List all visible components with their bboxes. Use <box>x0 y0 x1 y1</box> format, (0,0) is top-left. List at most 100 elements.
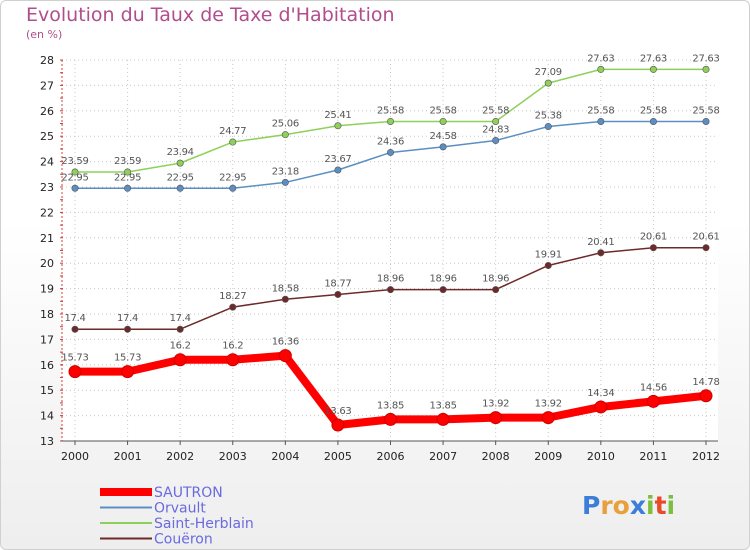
data-label-sautron: 14.78 <box>692 377 719 388</box>
data-label-orvault: 25.38 <box>535 111 562 122</box>
data-label-orvault: 22.95 <box>61 172 88 183</box>
data-label-sautron: 16.36 <box>272 337 299 348</box>
data-point-orvault <box>544 123 552 131</box>
data-label-orvault: 24.58 <box>430 131 457 142</box>
data-point-saint-herblain <box>492 117 500 125</box>
data-point-saint-herblain <box>334 122 342 130</box>
x-tick-label: 2010 <box>587 450 615 463</box>
legend-label: Couëron <box>154 532 213 548</box>
data-point-orvault <box>281 178 289 186</box>
data-point-cou-ron <box>386 286 394 294</box>
data-point-orvault <box>229 184 237 192</box>
data-label-cou-ron: 18.96 <box>377 274 404 285</box>
x-tick-label: 2006 <box>377 450 405 463</box>
data-point-saint-herblain <box>544 79 552 87</box>
data-point-sautron <box>173 353 187 367</box>
data-label-cou-ron: 20.41 <box>587 237 614 248</box>
data-point-saint-herblain <box>229 138 237 146</box>
data-point-orvault <box>649 117 657 125</box>
data-label-saint-herblain: 27.63 <box>640 53 667 64</box>
x-tick-label: 2008 <box>482 450 510 463</box>
data-point-sautron <box>278 349 292 363</box>
data-point-cou-ron <box>176 325 184 333</box>
data-point-cou-ron <box>597 249 605 257</box>
data-point-sautron <box>68 365 82 379</box>
y-tick-label: 17 <box>40 333 54 346</box>
data-label-sautron: 13.85 <box>430 400 457 411</box>
data-point-orvault <box>124 184 132 192</box>
data-point-cou-ron <box>124 325 132 333</box>
data-label-orvault: 23.18 <box>272 166 299 177</box>
data-point-orvault <box>492 137 500 145</box>
data-label-saint-herblain: 25.58 <box>482 105 509 116</box>
data-label-cou-ron: 20.61 <box>692 232 719 243</box>
data-label-orvault: 22.95 <box>114 172 141 183</box>
data-label-orvault: 25.58 <box>692 105 719 116</box>
data-point-sautron <box>436 412 450 426</box>
legend-label: SAUTRON <box>154 485 223 501</box>
data-label-saint-herblain: 24.77 <box>219 126 246 137</box>
data-point-cou-ron <box>229 303 237 311</box>
data-point-saint-herblain <box>71 168 79 176</box>
data-label-orvault: 24.83 <box>482 125 509 136</box>
data-point-orvault <box>334 166 342 174</box>
data-label-saint-herblain: 25.58 <box>377 105 404 116</box>
data-point-cou-ron <box>492 286 500 294</box>
data-label-saint-herblain: 23.94 <box>167 147 194 158</box>
logo-letter: x <box>629 491 646 520</box>
data-point-orvault <box>71 184 79 192</box>
data-point-saint-herblain <box>124 168 132 176</box>
data-point-orvault <box>597 117 605 125</box>
y-tick-label: 18 <box>40 308 54 321</box>
data-point-saint-herblain <box>281 131 289 139</box>
logo-letter: r <box>600 491 613 520</box>
data-point-sautron <box>384 412 397 426</box>
data-label-sautron: 15.73 <box>114 353 141 364</box>
data-point-sautron <box>699 389 713 403</box>
data-point-sautron <box>331 418 345 432</box>
x-tick-label: 2003 <box>219 450 247 463</box>
data-label-sautron: 16.2 <box>222 341 243 352</box>
data-label-orvault: 25.58 <box>587 105 614 116</box>
legend-label: Orvault <box>154 501 206 517</box>
data-point-orvault <box>386 148 394 156</box>
y-tick-label: 16 <box>40 359 54 372</box>
logo-letter: t <box>654 491 667 520</box>
data-label-sautron: 13.85 <box>377 400 404 411</box>
data-point-sautron <box>646 394 660 408</box>
data-label-sautron: 13.92 <box>535 399 562 410</box>
x-tick-label: 2012 <box>692 450 720 463</box>
data-label-orvault: 23.67 <box>324 154 351 165</box>
data-point-cou-ron <box>702 244 710 252</box>
data-point-sautron <box>121 365 135 379</box>
x-tick-label: 2000 <box>61 450 89 463</box>
data-label-sautron: 14.56 <box>640 382 667 393</box>
data-point-saint-herblain <box>176 159 184 167</box>
data-point-cou-ron <box>649 244 657 252</box>
y-tick-label: 21 <box>40 232 54 245</box>
data-label-sautron: 15.73 <box>61 353 88 364</box>
y-tick-label: 28 <box>40 54 54 67</box>
data-point-saint-herblain <box>386 117 394 125</box>
data-label-cou-ron: 17.4 <box>64 313 85 324</box>
data-label-orvault: 24.36 <box>377 136 404 147</box>
data-point-cou-ron <box>439 286 447 294</box>
x-tick-label: 2011 <box>639 450 667 463</box>
data-label-orvault: 22.95 <box>219 172 246 183</box>
data-point-orvault <box>176 184 184 192</box>
data-point-saint-herblain <box>702 65 710 73</box>
logo-letter: P <box>582 491 601 520</box>
y-tick-label: 19 <box>40 283 54 296</box>
data-label-cou-ron: 20.61 <box>640 232 667 243</box>
data-point-orvault <box>702 117 710 125</box>
data-point-sautron <box>594 400 608 414</box>
data-label-cou-ron: 18.96 <box>430 274 457 285</box>
x-tick-label: 2009 <box>534 450 562 463</box>
data-point-saint-herblain <box>649 65 657 73</box>
data-label-saint-herblain: 27.63 <box>587 53 614 64</box>
y-tick-label: 14 <box>40 410 54 423</box>
data-point-sautron <box>489 411 503 425</box>
proxiti-logo: Proxiti <box>582 491 675 520</box>
data-label-saint-herblain: 23.59 <box>114 156 141 167</box>
data-label-sautron: 16.2 <box>170 341 191 352</box>
